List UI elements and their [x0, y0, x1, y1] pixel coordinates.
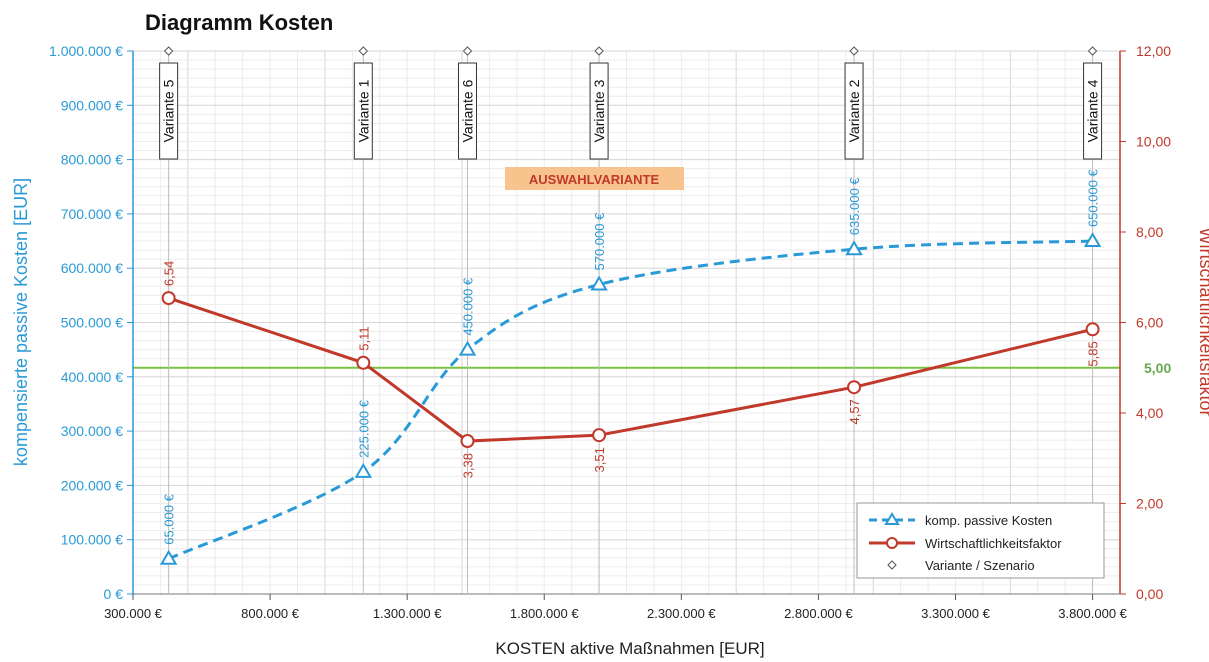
- legend: komp. passive Kosten Wirtschaftlichkeitsf…: [856, 502, 1105, 579]
- y-left-tick-label: 800.000 €: [61, 152, 123, 168]
- point-circle-marker: [161, 291, 176, 306]
- variant-label: Variante 6: [459, 79, 475, 142]
- data-label-blue: 65.000 €: [162, 493, 177, 544]
- y-left-tick-label: 1.000.000 €: [49, 43, 123, 59]
- variant-label-box: [1083, 62, 1103, 160]
- reference-line-group: 5,00: [133, 360, 1171, 376]
- data-label-blue: 450.000 €: [460, 277, 475, 336]
- grid: [132, 50, 1121, 595]
- axes: 0 € 100.000 € 200.000 € 300.000 € 400.000 € 5…: [49, 43, 1171, 621]
- y-left-tick-label: 200.000 €: [61, 477, 123, 493]
- variant-label: Variante 2: [846, 79, 862, 142]
- variant-label-box: [457, 62, 477, 160]
- point-triangle-marker: [1083, 232, 1102, 248]
- data-label-red: 3,38: [460, 453, 475, 478]
- variant-label: Variante 5: [161, 79, 177, 142]
- variant-label-box: [844, 62, 864, 160]
- data-label-blue: 635.000 €: [847, 177, 862, 236]
- point-triangle-marker: [590, 275, 608, 291]
- annotation-box: [505, 167, 684, 190]
- legend-label: Variante / Szenario: [925, 558, 1035, 573]
- variant-label-box: [159, 62, 179, 160]
- variant-diamond-marker: [358, 46, 369, 56]
- x-tick-label: 800.000 €: [241, 606, 300, 621]
- data-label-red: 6,54: [162, 261, 177, 286]
- data-series: [159, 232, 1102, 565]
- legend-label: Wirtschaftlichkeitsfaktor: [925, 536, 1062, 551]
- x-tick-label: 3.300.000 €: [921, 606, 990, 621]
- variant-diamond-marker: [1087, 46, 1098, 56]
- variant-label: Variante 1: [355, 79, 371, 142]
- y-right-tick-label: 10,00: [1136, 134, 1171, 150]
- x-tick-label: 3.800.000 €: [1058, 606, 1127, 621]
- x-tick-label: 2.800.000 €: [784, 606, 853, 621]
- point-circle-marker: [847, 380, 862, 395]
- y-right-tick-label: 2,00: [1136, 496, 1163, 512]
- variant-label-box: [353, 62, 373, 160]
- data-labels: 65.000 € 225.000 € 450.000 € 570.000 € 635.0…: [162, 168, 1101, 544]
- y-right-tick-label: 8,00: [1136, 224, 1163, 240]
- variant-label: Variante 4: [1085, 79, 1101, 142]
- point-triangle-marker: [458, 340, 477, 356]
- y-right-tick-label: 0,00: [1136, 586, 1163, 602]
- y-left-tick-label: 100.000 €: [61, 532, 123, 548]
- y-left-tick-label: 300.000 €: [61, 423, 123, 439]
- point-circle-marker: [1085, 322, 1100, 337]
- point-triangle-marker: [159, 549, 178, 565]
- data-label-red: 3,51: [592, 447, 607, 472]
- point-triangle-marker: [845, 240, 863, 256]
- y-left-tick-label: 500.000 €: [61, 315, 123, 331]
- x-tick-label: 2.300.000 €: [647, 606, 716, 621]
- y-left-tick-label: 400.000 €: [61, 369, 123, 385]
- selection-annotation: AUSWAHLVARIANTE: [505, 167, 684, 190]
- y-left-tick-label: 0 €: [104, 586, 124, 602]
- y-right-tick-label: 6,00: [1136, 315, 1163, 331]
- y-left-tick-label: 700.000 €: [61, 206, 123, 222]
- y-right-tick-label: 4,00: [1136, 405, 1163, 421]
- chart-title: Diagramm Kosten: [145, 10, 333, 35]
- annotation-label: AUSWAHLVARIANTE: [529, 172, 660, 187]
- variant-label-box: [589, 62, 609, 160]
- data-label-blue: 570.000 €: [592, 212, 607, 271]
- y-left-axis-label: kompensierte passive Kosten [EUR]: [11, 178, 31, 466]
- variant-diamond-marker: [594, 46, 604, 56]
- point-circle-marker: [592, 428, 607, 443]
- y-left-tick-label: 900.000 €: [61, 97, 123, 113]
- y-right-tick-label: 12,00: [1136, 43, 1171, 59]
- x-tick-label: 1.300.000 €: [373, 606, 442, 621]
- data-label-blue: 650.000 €: [1086, 168, 1101, 227]
- x-tick-label: 300.000 €: [104, 606, 163, 621]
- point-triangle-marker: [354, 462, 373, 478]
- variant-label: Variante 3: [591, 79, 607, 142]
- data-label-red: 4,57: [847, 399, 862, 424]
- legend-box: [856, 502, 1105, 579]
- data-label-blue: 225.000 €: [356, 399, 371, 458]
- y-right-axis-label: Wirtschaftlichkeitsfaktor: [1196, 227, 1209, 416]
- series-line-wirtschaftlichkeitsfaktor: [168, 296, 1093, 443]
- variant-markers: Variante 5 Variante 1 Variante 6 Variante 3…: [159, 46, 1103, 594]
- x-axis-label: KOSTEN aktive Maßnahmen [EUR]: [495, 639, 764, 658]
- data-label-red: 5,85: [1086, 341, 1101, 366]
- x-tick-label: 1.800.000 €: [510, 606, 579, 621]
- legend-label: komp. passive Kosten: [925, 513, 1052, 528]
- series-line-komp-passive-kosten: [168, 239, 1093, 561]
- legend-swatch-circle: [886, 537, 898, 549]
- point-circle-marker: [460, 434, 475, 449]
- data-label-red: 5,11: [356, 326, 371, 350]
- reference-line-label: 5,00: [1144, 360, 1171, 376]
- legend-swatch-diamond: [887, 560, 897, 570]
- variant-diamond-marker: [163, 46, 174, 56]
- point-circle-marker: [356, 355, 371, 370]
- legend-swatch-triangle: [884, 512, 900, 525]
- variant-diamond-marker: [849, 46, 859, 56]
- y-left-tick-label: 600.000 €: [61, 260, 123, 276]
- variant-diamond-marker: [462, 46, 473, 56]
